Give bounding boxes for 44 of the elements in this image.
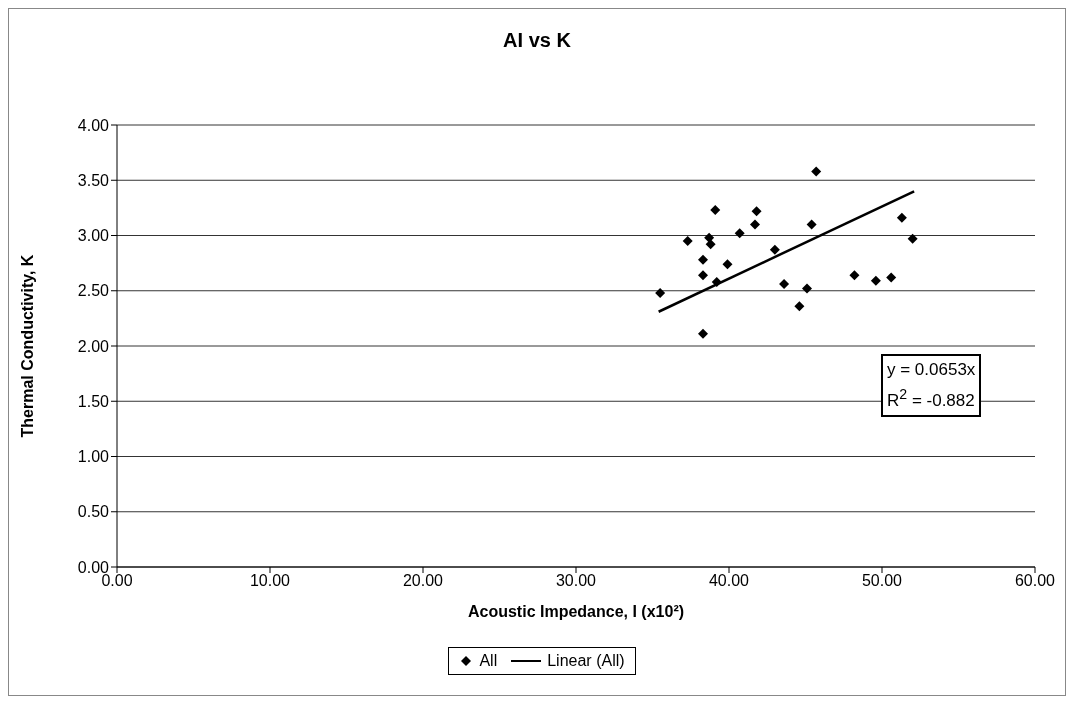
x-tick-label: 10.00 (249, 572, 291, 590)
x-tick-label: 60.00 (1014, 572, 1056, 590)
point (811, 166, 822, 177)
point (806, 219, 817, 230)
point (849, 270, 860, 281)
legend-label: Linear (All) (547, 652, 625, 670)
y-tick-label: 4.00 (77, 116, 110, 134)
annotation: R$^{2}$ = -0.882 (887, 385, 976, 412)
point (697, 328, 708, 339)
point (734, 228, 745, 239)
point (697, 270, 708, 281)
x-tick-label: 0.00 (101, 572, 133, 590)
point (751, 206, 762, 217)
point (655, 287, 666, 298)
y-tick-label: 3.00 (77, 227, 110, 245)
x-tick-label: 40.00 (708, 572, 750, 590)
point (779, 279, 790, 290)
y-tick-label: 1.50 (77, 392, 110, 410)
y-tick-label: 3.50 (77, 171, 110, 189)
point (896, 212, 907, 223)
point (870, 275, 881, 286)
point (886, 272, 897, 283)
y-tick-label: 0.50 (77, 503, 110, 521)
annotation: y = 0.0653x (887, 359, 976, 381)
point (722, 259, 733, 270)
y-tick-label: 1.00 (77, 448, 110, 466)
y-tick-label: 2.50 (77, 282, 110, 300)
x-tick-label: 50.00 (861, 572, 903, 590)
point (794, 301, 805, 312)
y-tick-label: 2.00 (77, 337, 110, 355)
point (682, 236, 693, 247)
x-tick-label: 30.00 (555, 572, 597, 590)
x-axis-title: Acoustic Impedance, I (x10²) (467, 603, 685, 620)
point (710, 205, 721, 216)
point (802, 283, 813, 294)
chart-title: AI vs K (502, 29, 572, 52)
point (907, 233, 918, 244)
point (697, 254, 708, 265)
point (750, 219, 761, 230)
legend-label: All (479, 652, 498, 670)
point (769, 244, 780, 255)
x-tick-label: 20.00 (402, 572, 444, 590)
y-axis-title: Thermal Conductivity, K (18, 254, 36, 438)
point (705, 239, 716, 250)
